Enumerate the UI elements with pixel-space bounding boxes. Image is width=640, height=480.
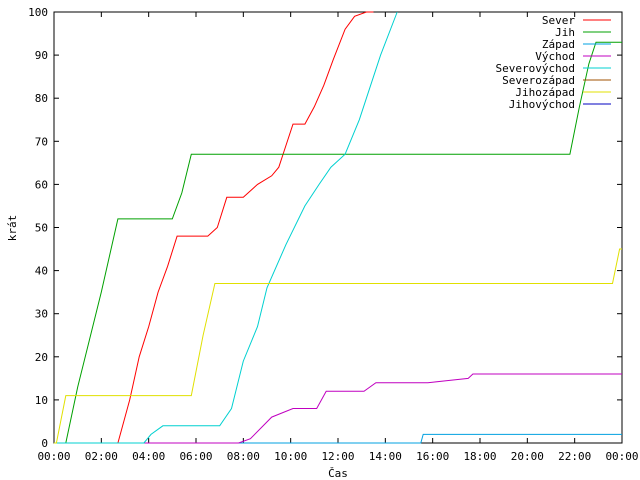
legend-label: Severovýchod	[496, 62, 575, 75]
y-axis-label: krát	[6, 215, 19, 242]
y-tick-label: 20	[35, 351, 48, 364]
x-tick-label: 04:00	[132, 450, 165, 463]
legend-label: Severozápad	[502, 74, 575, 87]
y-tick-label: 80	[35, 92, 48, 105]
y-tick-label: 90	[35, 49, 48, 62]
y-tick-label: 40	[35, 265, 48, 278]
y-tick-label: 10	[35, 394, 48, 407]
legend-label: Jihovýchod	[509, 98, 575, 111]
x-tick-label: 12:00	[321, 450, 354, 463]
x-tick-label: 00:00	[37, 450, 70, 463]
series-line-6	[54, 248, 622, 444]
series-line-0	[54, 11, 374, 444]
axis-ticks: 00:00 02:00 04:00 06:00 08:00 10:00 12:00 14:00…	[28, 6, 638, 463]
legend-label: Východ	[535, 50, 575, 63]
series-line-4	[54, 11, 398, 444]
x-tick-label: 02:00	[85, 450, 118, 463]
x-tick-label: 20:00	[511, 450, 544, 463]
series-lines	[54, 11, 622, 444]
y-tick-label: 50	[35, 222, 48, 235]
legend-label: Západ	[542, 38, 575, 51]
legend-label: Sever	[542, 14, 575, 27]
legend: SeverJihZápadVýchodSeverovýchodSeverozáp…	[496, 14, 611, 111]
y-tick-label: 0	[41, 437, 48, 450]
x-tick-label: 18:00	[463, 450, 496, 463]
y-tick-label: 30	[35, 308, 48, 321]
y-tick-label: 70	[35, 135, 48, 148]
series-line-1	[54, 41, 622, 444]
x-tick-label: 16:00	[416, 450, 449, 463]
x-tick-label: 00:00	[605, 450, 638, 463]
x-tick-label: 06:00	[179, 450, 212, 463]
legend-label: Jihozápad	[515, 86, 575, 99]
x-tick-label: 10:00	[274, 450, 307, 463]
x-axis-label: Čas	[328, 467, 348, 480]
x-tick-label: 22:00	[558, 450, 591, 463]
y-tick-label: 100	[28, 6, 48, 19]
series-line-3	[54, 373, 622, 444]
legend-label: Jih	[555, 26, 575, 39]
x-tick-label: 14:00	[369, 450, 402, 463]
y-tick-label: 60	[35, 178, 48, 191]
x-tick-label: 08:00	[227, 450, 260, 463]
